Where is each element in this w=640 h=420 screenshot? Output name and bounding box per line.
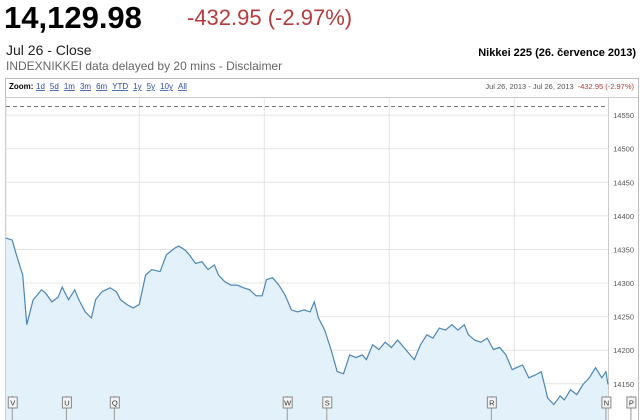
event-flag[interactable]: U <box>61 396 72 420</box>
flag-label: R <box>489 399 495 408</box>
flag-box <box>626 396 637 409</box>
y-tick-label: 14200 <box>613 346 634 355</box>
price-change: -432.95 (-2.97%) <box>187 5 353 30</box>
flag-box <box>322 396 333 409</box>
event-flag[interactable]: Q <box>109 396 120 420</box>
close-label: Jul 26 - Close <box>6 42 92 58</box>
y-tick-label: 14450 <box>613 178 634 187</box>
event-flag[interactable]: W <box>282 396 293 420</box>
event-flag[interactable]: P <box>626 396 637 420</box>
flag-box <box>486 396 497 409</box>
event-flag[interactable]: R <box>486 396 497 420</box>
zoom-option[interactable]: YTD <box>112 82 128 91</box>
y-tick-label: 14150 <box>613 380 634 389</box>
flag-box <box>601 396 612 409</box>
flag-box <box>7 396 18 409</box>
zoom-label: Zoom: <box>9 82 33 91</box>
flag-label: V <box>10 399 15 408</box>
range-info: Jul 26, 2013 - Jul 26, 2013 -432.95 (-2.9… <box>485 82 634 91</box>
flag-box <box>282 396 293 409</box>
price: 14,129.98 <box>4 0 142 35</box>
flag-box <box>61 396 72 409</box>
flag-label: S <box>325 399 330 408</box>
chart-title: Nikkei 225 (26. července 2013) <box>478 47 636 59</box>
y-tick-label: 14550 <box>613 111 634 120</box>
flag-label: U <box>64 399 69 408</box>
y-tick-label: 14250 <box>613 313 634 322</box>
zoom-option[interactable]: 1y <box>133 82 141 91</box>
event-flag[interactable]: V <box>7 396 18 420</box>
y-tick-label: 14400 <box>613 212 634 221</box>
zoom-option[interactable]: 1m <box>64 82 75 91</box>
y-tick-label: 14350 <box>613 245 634 254</box>
y-tick-label: 14500 <box>613 145 634 154</box>
zoom-option[interactable]: 6m <box>96 82 107 91</box>
flag-label: N <box>604 399 609 408</box>
price-line <box>5 237 609 406</box>
flag-box <box>109 396 120 409</box>
zoom-option[interactable]: 5d <box>50 82 59 91</box>
event-flag[interactable]: N <box>601 396 612 420</box>
area-fill <box>6 238 608 420</box>
zoom-option[interactable]: 3m <box>80 82 91 91</box>
flag-label: P <box>629 399 634 408</box>
zoom-option[interactable]: 10y <box>160 82 173 91</box>
range-change: -432.95 (-2.97%) <box>578 82 635 91</box>
event-flag[interactable]: S <box>322 396 333 420</box>
zoom-option[interactable]: 5y <box>147 82 155 91</box>
zoom-option[interactable]: 1d <box>36 82 45 91</box>
zoom-option[interactable]: All <box>178 82 187 91</box>
flag-label: W <box>284 399 292 408</box>
y-tick-label: 14300 <box>613 279 634 288</box>
delay-note[interactable]: INDEXNIKKEI data delayed by 20 mins - Di… <box>6 59 283 73</box>
range: Jul 26, 2013 - Jul 26, 2013 <box>485 82 573 91</box>
flag-label: Q <box>112 399 118 408</box>
